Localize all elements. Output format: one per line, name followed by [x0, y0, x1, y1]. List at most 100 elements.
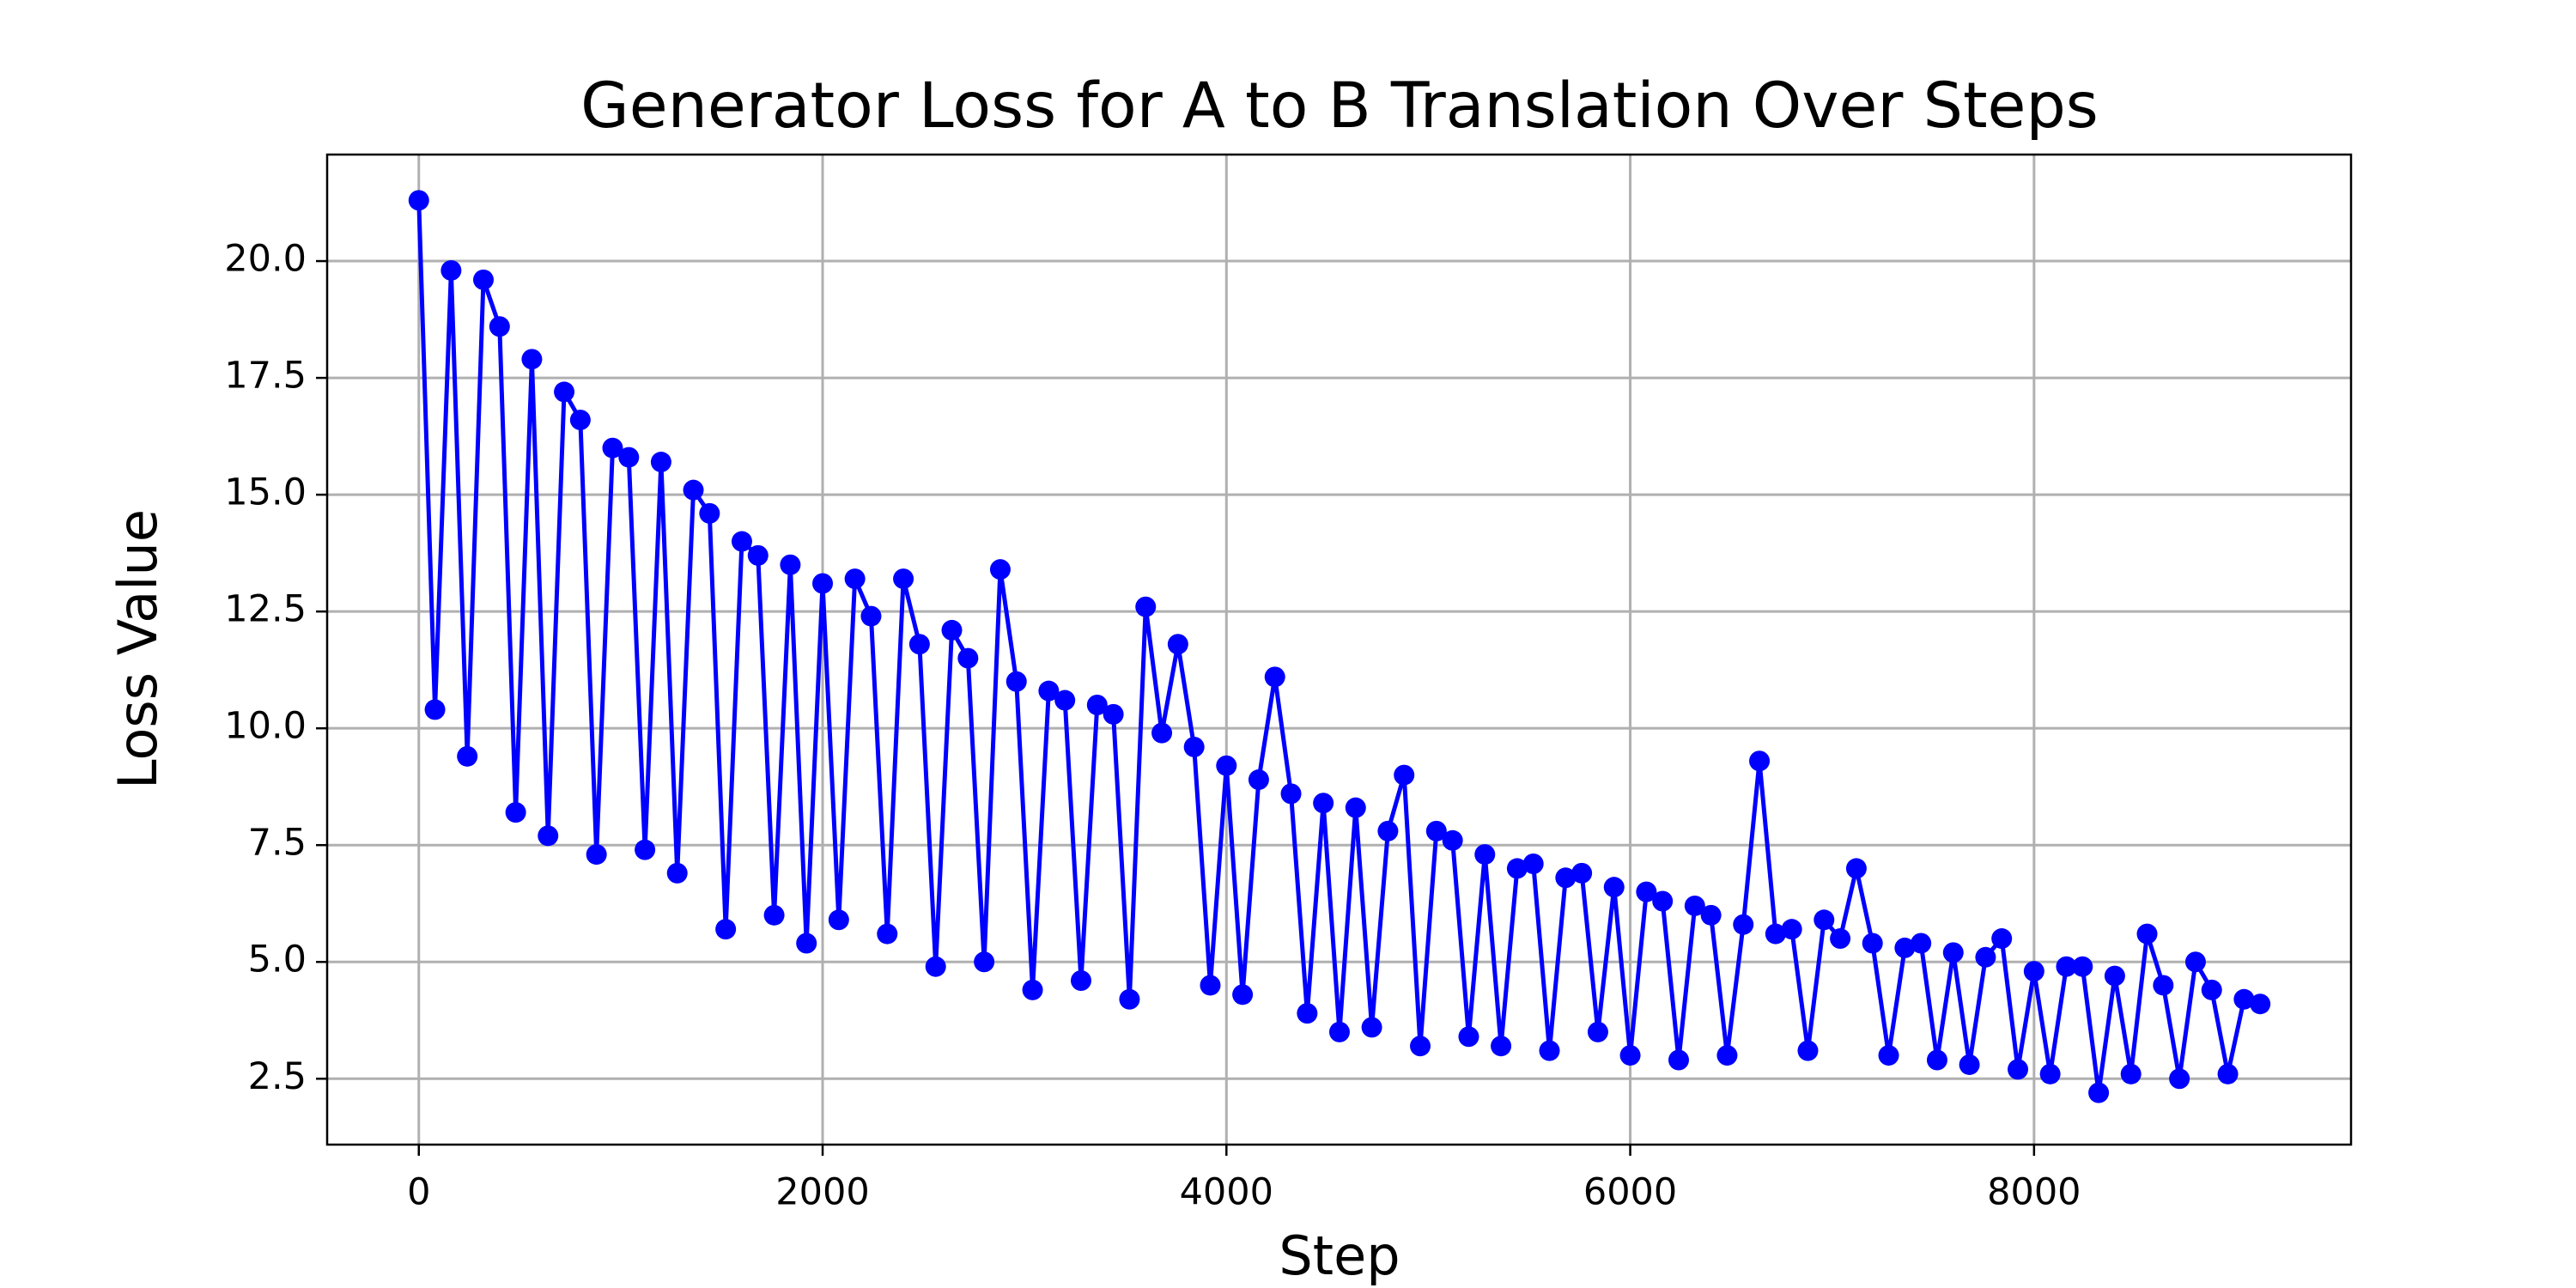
data-point	[1151, 722, 1173, 744]
chart-title: Generator Loss for A to B Translation Ov…	[580, 70, 2099, 143]
data-point	[1216, 755, 1237, 776]
data-point	[2233, 988, 2255, 1010]
data-point	[1603, 877, 1625, 898]
data-point	[925, 956, 946, 977]
data-point	[1911, 933, 1932, 954]
data-point	[1668, 1049, 1689, 1071]
y-tick-label: 20.0	[224, 238, 307, 281]
y-tick-label: 7.5	[248, 822, 307, 865]
y-tick-label: 2.5	[248, 1055, 307, 1098]
data-point	[1005, 671, 1027, 692]
data-point	[472, 269, 494, 290]
data-point	[538, 825, 559, 847]
data-point	[1814, 909, 1835, 931]
data-point	[1054, 690, 1076, 711]
data-point	[2072, 956, 2093, 977]
data-point	[1862, 933, 1883, 954]
data-point	[828, 909, 849, 931]
data-point	[2088, 1082, 2110, 1103]
data-point	[974, 951, 995, 973]
data-point	[1070, 970, 1091, 992]
data-point	[2201, 979, 2222, 1000]
data-point	[2136, 923, 2158, 945]
y-tick-label: 10.0	[224, 705, 307, 748]
y-tick-label: 12.5	[224, 588, 307, 631]
data-point	[1975, 946, 1996, 968]
data-point	[1926, 1049, 1947, 1071]
data-point	[1571, 862, 1593, 884]
data-point	[2217, 1063, 2239, 1084]
data-point	[1458, 1026, 1479, 1048]
data-point	[1555, 867, 1577, 889]
data-point	[908, 634, 930, 655]
data-point	[505, 802, 526, 823]
data-point	[489, 316, 510, 337]
data-point	[989, 559, 1011, 580]
data-point	[521, 349, 543, 370]
data-point	[1700, 904, 1722, 926]
data-point	[569, 410, 591, 431]
data-point	[1716, 1045, 1738, 1066]
data-point	[747, 544, 769, 566]
data-point	[1845, 858, 1867, 879]
data-point	[1749, 750, 1771, 772]
x-tick-label: 4000	[1180, 1171, 1273, 1214]
data-point	[1878, 1045, 1899, 1066]
data-point	[957, 647, 979, 669]
data-point	[877, 923, 898, 945]
data-point	[1119, 988, 1140, 1010]
data-point	[763, 904, 785, 926]
data-point	[1781, 919, 1802, 940]
data-point	[2056, 956, 2077, 977]
data-point	[1022, 979, 1043, 1000]
data-point	[1410, 1036, 1431, 1057]
data-point	[2153, 975, 2174, 996]
data-point	[1522, 853, 1544, 874]
data-point	[893, 568, 914, 590]
data-point	[1345, 797, 1366, 818]
data-point	[699, 502, 720, 524]
data-point	[602, 437, 623, 459]
data-point	[1280, 783, 1302, 805]
y-axis-label: Loss Value	[106, 509, 169, 789]
data-point	[1491, 1036, 1512, 1057]
data-point	[941, 619, 963, 641]
data-point	[424, 699, 446, 720]
data-point	[1539, 1040, 1560, 1061]
data-point	[1313, 793, 1334, 814]
data-point	[1377, 820, 1399, 841]
data-point	[1183, 736, 1205, 757]
data-point	[1587, 1021, 1608, 1042]
data-point	[1619, 1045, 1641, 1066]
data-point	[635, 839, 656, 860]
data-point	[1264, 666, 1285, 688]
data-point	[440, 259, 462, 281]
data-point	[731, 531, 752, 552]
data-point	[1942, 942, 1964, 963]
data-point	[1636, 881, 1657, 902]
data-point	[1894, 937, 1916, 958]
data-point	[1394, 764, 1415, 786]
data-point	[2023, 961, 2044, 982]
data-point	[860, 605, 882, 627]
data-point	[1200, 975, 1221, 996]
data-point	[1652, 890, 1674, 912]
x-tick-label: 6000	[1583, 1171, 1677, 1214]
data-point	[683, 479, 704, 501]
data-point	[457, 745, 478, 767]
data-point	[1442, 829, 1463, 851]
data-point	[715, 919, 737, 940]
data-point	[1684, 895, 1705, 916]
x-axis-label: Step	[1279, 1224, 1400, 1287]
data-point	[1959, 1054, 1980, 1075]
data-point	[618, 447, 640, 468]
y-tick-label: 5.0	[248, 939, 307, 981]
data-point	[812, 573, 834, 594]
data-point	[586, 844, 607, 866]
data-point	[1167, 634, 1188, 655]
data-point	[1248, 769, 1269, 791]
data-point	[1765, 923, 1786, 945]
x-tick-label: 8000	[1987, 1171, 2081, 1214]
